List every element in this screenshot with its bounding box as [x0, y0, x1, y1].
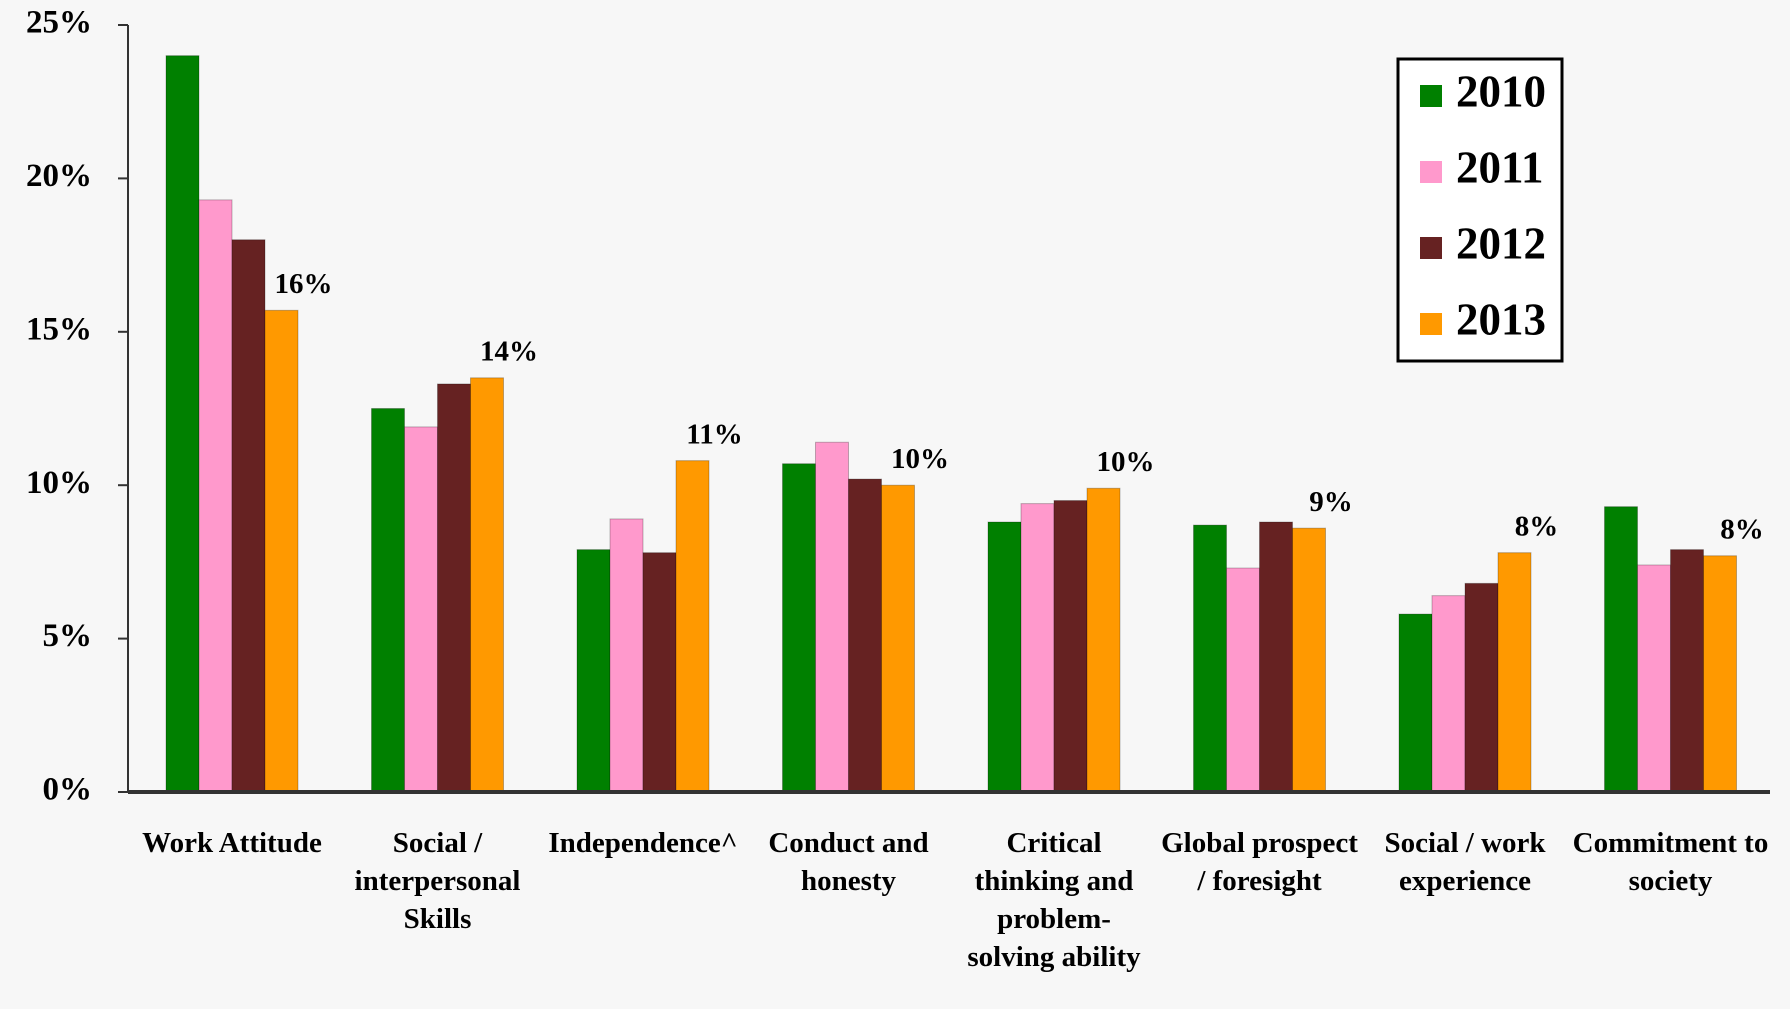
legend-label: 2011 — [1456, 142, 1544, 192]
bar — [782, 463, 816, 793]
bar — [1292, 527, 1326, 793]
bar — [881, 484, 915, 793]
x-tick-label: Critical thinking and problem-solving ab… — [967, 827, 1141, 973]
legend-label: 2012 — [1456, 218, 1546, 268]
y-tick-label: 25% — [26, 5, 92, 41]
bar — [1604, 506, 1638, 793]
bar — [1086, 487, 1121, 793]
bar — [1497, 552, 1532, 793]
bar — [165, 55, 200, 793]
bar — [1464, 582, 1499, 793]
bar — [1431, 595, 1466, 793]
bar — [1670, 549, 1704, 793]
bar — [231, 239, 266, 793]
x-tick-label: Social / work experience — [1384, 827, 1546, 897]
data-label: 10% — [1097, 446, 1155, 478]
bar — [576, 549, 611, 793]
y-tick-label: 15% — [26, 311, 92, 347]
x-tick-label: Conduct and honesty — [768, 827, 929, 897]
legend-label: 2013 — [1456, 294, 1546, 344]
data-label: 8% — [1720, 513, 1764, 545]
data-label: 14% — [480, 335, 538, 367]
x-tick-label: Independence^ — [548, 827, 738, 859]
bar — [987, 521, 1022, 793]
bar — [1053, 500, 1088, 793]
x-tick-label: Commitment to society — [1572, 827, 1769, 897]
y-tick-label: 10% — [26, 465, 92, 501]
bar — [404, 426, 438, 793]
bar — [815, 441, 849, 793]
y-tick-label: 5% — [43, 618, 93, 654]
data-label: 9% — [1309, 486, 1353, 518]
bar — [1398, 613, 1433, 793]
bar — [609, 518, 644, 793]
legend-swatch — [1420, 85, 1442, 107]
legend-box — [1396, 57, 1564, 363]
legend-swatch — [1420, 237, 1442, 259]
legend-swatch — [1420, 161, 1442, 183]
bar — [1637, 564, 1671, 793]
data-label: 11% — [686, 418, 742, 450]
bar — [848, 478, 882, 793]
data-label: 10% — [891, 443, 949, 475]
bar — [1226, 567, 1260, 793]
y-tick-label: 0% — [43, 772, 93, 808]
x-tick-label: Social / interpersonal Skills — [354, 827, 521, 935]
bar — [1193, 524, 1227, 793]
data-label: 8% — [1515, 510, 1559, 542]
legend-swatch — [1420, 313, 1442, 335]
bar — [675, 460, 710, 793]
bar — [371, 408, 405, 793]
bar — [1703, 555, 1737, 793]
bar — [470, 377, 504, 793]
y-tick-label: 20% — [26, 158, 92, 194]
bar — [437, 383, 471, 793]
bar — [1259, 521, 1293, 793]
bar — [198, 199, 233, 793]
bar — [264, 309, 299, 793]
data-label: 16% — [275, 268, 333, 300]
bar — [1020, 503, 1055, 793]
x-tick-label: Global prospect / foresight — [1161, 827, 1358, 897]
x-tick-label: Work Attitude — [142, 827, 322, 859]
bar — [642, 552, 677, 793]
legend-label: 2010 — [1456, 66, 1546, 116]
